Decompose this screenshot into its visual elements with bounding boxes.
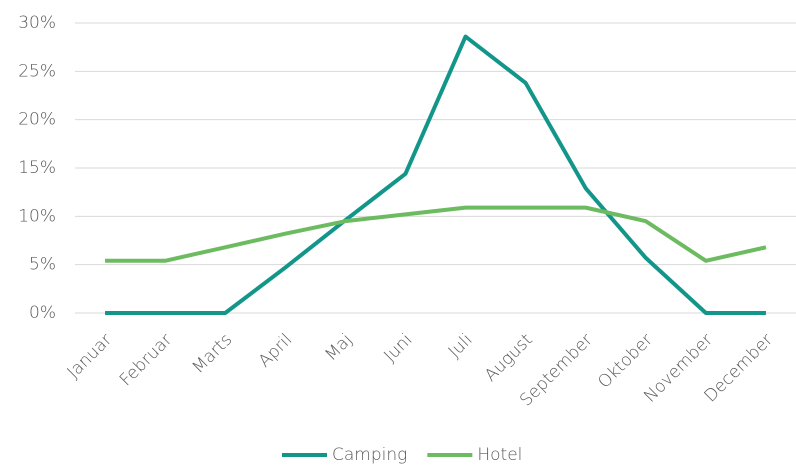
x-tick-label: Februar xyxy=(116,330,176,390)
x-tick-label: Maj xyxy=(321,330,356,365)
x-tick-label: Juni xyxy=(380,330,416,366)
y-tick-label: 30% xyxy=(18,13,56,33)
x-tick-label: Oktober xyxy=(594,330,657,393)
y-tick-label: 20% xyxy=(18,110,56,130)
legend-label: Camping xyxy=(332,445,407,465)
legend-label: Hotel xyxy=(477,445,522,465)
line xyxy=(105,34,766,315)
y-tick-label: 0% xyxy=(29,303,56,323)
x-tick-label: Januar xyxy=(64,330,117,383)
x-tick-label: Marts xyxy=(188,330,236,378)
y-tick-label: 25% xyxy=(18,61,56,81)
y-tick-label: 15% xyxy=(18,158,56,178)
x-tick-label: Juli xyxy=(445,330,477,362)
line xyxy=(105,205,767,263)
x-tick-label: April xyxy=(255,330,297,372)
y-tick-label: 10% xyxy=(18,206,56,226)
x-tick-label: August xyxy=(481,330,537,386)
y-tick-label: 5% xyxy=(29,255,56,275)
